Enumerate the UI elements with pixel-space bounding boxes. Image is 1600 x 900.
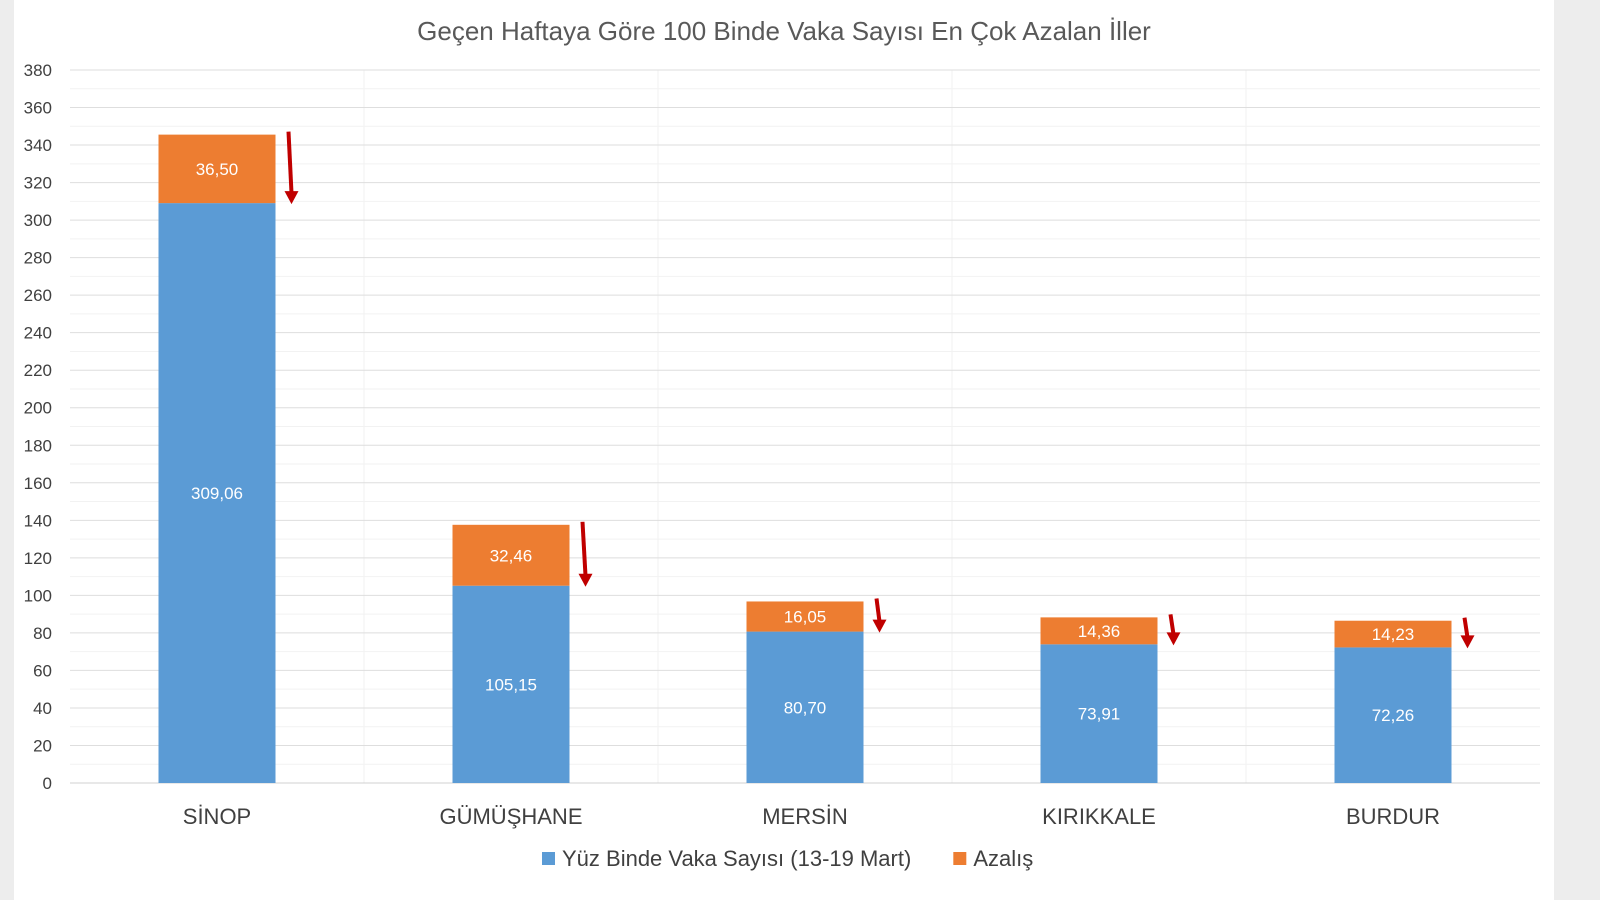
- y-tick-label: 300: [24, 211, 52, 230]
- x-tick-label: BURDUR: [1346, 804, 1440, 829]
- y-tick-label: 100: [24, 586, 52, 605]
- y-tick-label: 200: [24, 399, 52, 418]
- y-tick-label: 160: [24, 474, 52, 493]
- arrow-down-icon: [872, 619, 887, 633]
- legend-swatch: [953, 852, 967, 865]
- stacked-bar-chart: Geçen Haftaya Göre 100 Binde Vaka Sayısı…: [24, 16, 1540, 871]
- bar-segment: [746, 631, 864, 783]
- data-label: 80,70: [784, 698, 827, 717]
- arrow-down-icon: [1166, 632, 1181, 646]
- arrow-shaft: [580, 521, 588, 576]
- y-tick-label: 280: [24, 249, 52, 268]
- bar-segment: [1334, 620, 1452, 648]
- y-tick-label: 220: [24, 361, 52, 380]
- bar-segment: [1040, 644, 1158, 783]
- bar-segment: [452, 524, 570, 586]
- x-tick-label: SİNOP: [183, 804, 251, 829]
- legend-label: Yüz Binde Vaka Sayısı (13-19 Mart): [562, 846, 911, 871]
- arrow-shaft: [874, 598, 882, 622]
- y-tick-label: 240: [24, 324, 52, 343]
- data-label: 36,50: [196, 160, 239, 179]
- data-label: 73,91: [1078, 705, 1121, 724]
- y-tick-label: 320: [24, 174, 52, 193]
- y-tick-label: 60: [33, 661, 52, 680]
- bar-segment: [158, 203, 276, 783]
- data-label: 309,06: [191, 484, 243, 503]
- chart-area: Geçen Haftaya Göre 100 Binde Vaka Sayısı…: [14, 0, 1554, 900]
- legend-label: Azalış: [973, 846, 1033, 871]
- chart-title: Geçen Haftaya Göre 100 Binde Vaka Sayısı…: [417, 16, 1151, 46]
- y-tick-label: 180: [24, 436, 52, 455]
- y-tick-label: 360: [24, 99, 52, 118]
- arrow-down-icon: [578, 573, 593, 587]
- y-tick-label: 40: [33, 699, 52, 718]
- arrow-shaft: [1462, 617, 1470, 638]
- legend-swatch: [542, 852, 555, 865]
- bar-segment: [746, 601, 864, 632]
- y-tick-label: 340: [24, 136, 52, 155]
- y-tick-label: 140: [24, 511, 52, 530]
- x-tick-label: GÜMÜŞHANE: [439, 804, 582, 829]
- data-label: 16,05: [784, 608, 827, 627]
- x-tick-label: MERSİN: [762, 804, 848, 829]
- arrow-shaft: [286, 131, 294, 194]
- y-tick-label: 260: [24, 286, 52, 305]
- y-tick-label: 80: [33, 624, 52, 643]
- bar-segment: [1040, 617, 1158, 645]
- arrow-shaft: [1168, 614, 1176, 635]
- y-tick-label: 20: [33, 736, 52, 755]
- x-tick-label: KIRIKKALE: [1042, 804, 1156, 829]
- y-tick-label: 380: [24, 61, 52, 80]
- arrow-down-icon: [1460, 635, 1475, 649]
- data-label: 105,15: [485, 675, 537, 694]
- data-label: 14,36: [1078, 622, 1121, 641]
- bar-segment: [158, 134, 276, 204]
- bar-segment: [452, 585, 570, 783]
- y-tick-label: 0: [43, 774, 52, 793]
- arrow-down-icon: [284, 191, 299, 205]
- data-label: 72,26: [1372, 706, 1415, 725]
- data-label: 14,23: [1372, 625, 1415, 644]
- bar-segment: [1334, 647, 1452, 783]
- data-label: 32,46: [490, 546, 533, 565]
- y-tick-label: 120: [24, 549, 52, 568]
